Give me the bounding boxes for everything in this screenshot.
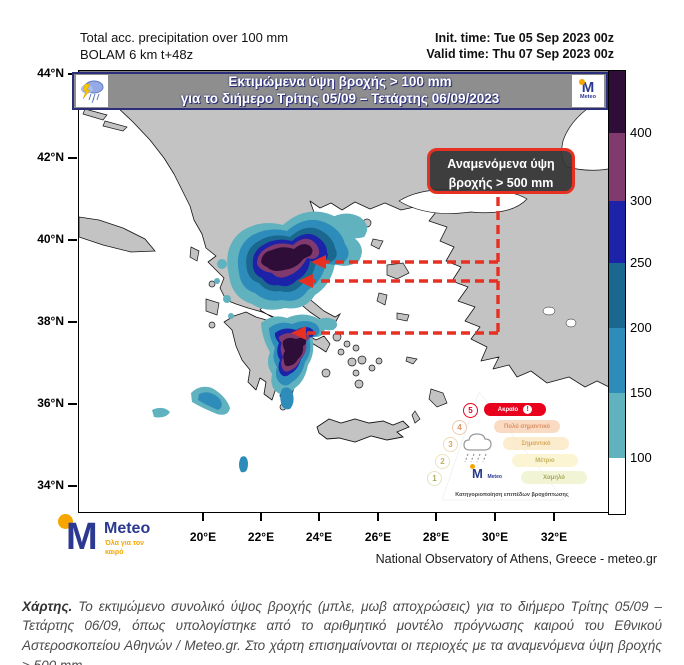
meteo-logo: M Meteo Όλα για τον καιρό bbox=[52, 512, 202, 570]
pyramid-level-4-pill: Πολύ σημαντικό bbox=[494, 420, 560, 433]
pyramid-level-2-pill: Μέτριο bbox=[512, 454, 578, 467]
lat-label-40: 40°N bbox=[37, 232, 64, 246]
meteo-m-icon: M bbox=[66, 516, 98, 558]
lon-label-26: 26°E bbox=[364, 530, 392, 544]
lat-label-36: 36°N bbox=[37, 396, 64, 410]
pyramid-level-1-num: 1 bbox=[427, 471, 442, 486]
pyramid-level-4-num: 4 bbox=[452, 420, 467, 435]
colorbar-label-200: 200 bbox=[630, 320, 652, 335]
product-line2: BOLAM 6 km t+48z bbox=[80, 46, 194, 62]
meteo-tagline: Όλα για τον καιρό bbox=[105, 540, 145, 557]
lon-label-22: 22°E bbox=[247, 530, 275, 544]
pyramid-level-5-num: 5 bbox=[463, 403, 478, 418]
colorbar-label-300: 300 bbox=[630, 193, 652, 208]
caption-lead: Χάρτης. bbox=[22, 598, 73, 614]
precip-ionian bbox=[152, 259, 248, 473]
meteo-wordmark-small: Meteo bbox=[580, 94, 596, 100]
product-line1: Total acc. precipitation over 100 mm bbox=[80, 30, 289, 45]
colorbar-seg-250-300 bbox=[609, 201, 625, 263]
map-title: Εκτιμώμενα ύψη βροχής > 100 mm για το δι… bbox=[110, 74, 570, 108]
colorbar-seg-below-100 bbox=[609, 458, 625, 514]
turkish-lake bbox=[542, 306, 556, 316]
attribution: National Observatory of Athens, Greece -… bbox=[375, 552, 657, 566]
precip-peloponnese bbox=[261, 314, 338, 410]
crete-island bbox=[316, 418, 410, 443]
lat-label-34: 34°N bbox=[37, 478, 64, 492]
lon-tick bbox=[494, 512, 496, 521]
colorbar-label-100: 100 bbox=[630, 450, 652, 465]
caption-body: Το εκτιμώμενο συνολικό ύψος βροχής (μπλε… bbox=[22, 598, 662, 665]
italy-heel bbox=[78, 216, 156, 253]
map-title-banner: Εκτιμώμενα ύψη βροχής > 100 mm για το δι… bbox=[72, 72, 608, 110]
lon-label-20: 20°E bbox=[189, 530, 217, 544]
callout-line1: Αναμενόμενα ύψη bbox=[447, 157, 555, 171]
lon-tick bbox=[202, 512, 204, 521]
precip-central-greece bbox=[227, 211, 368, 310]
lat-label-38: 38°N bbox=[37, 314, 64, 328]
colorbar-seg-300-400 bbox=[609, 133, 625, 201]
lon-label-24: 24°E bbox=[305, 530, 333, 544]
warning-pyramid: Ακραίο ! Πολύ σημαντικό Σημαντικό Μέτριο… bbox=[418, 388, 604, 506]
colorbar-label-400: 400 bbox=[630, 125, 652, 140]
lon-label-32: 32°E bbox=[540, 530, 568, 544]
lon-tick bbox=[318, 512, 320, 521]
pyramid-level-3-pill: Σημαντικό bbox=[503, 437, 569, 450]
run-times: Init. time: Tue 05 Sep 2023 00z Valid ti… bbox=[426, 30, 614, 63]
valid-time: Valid time: Thu 07 Sep 2023 00z bbox=[426, 47, 614, 62]
colorbar-seg-400plus bbox=[609, 71, 625, 133]
lat-label-42: 42°N bbox=[37, 150, 64, 164]
turkish-lake bbox=[565, 318, 577, 328]
callout-line2: βροχής > 500 mm bbox=[448, 176, 554, 191]
lat-tick bbox=[68, 157, 77, 159]
colorbar-seg-150-200 bbox=[609, 328, 625, 393]
lat-tick bbox=[68, 239, 77, 241]
meteo-dot-icon bbox=[578, 79, 585, 85]
rain-callout: Αναμενόμενα ύψη βροχής > 500 mm bbox=[427, 148, 575, 194]
rain-cloud-icon bbox=[463, 433, 492, 463]
storm-cloud-rain-icon bbox=[76, 75, 108, 107]
map-title-line2: για το διήμερο Τρίτης 05/09 – Τετάρτης 0… bbox=[180, 91, 500, 106]
colorbar-label-150: 150 bbox=[630, 385, 652, 400]
lon-tick bbox=[435, 512, 437, 521]
pyramid-level-3-num: 3 bbox=[443, 437, 458, 452]
colorbar-seg-100-150 bbox=[609, 393, 625, 458]
init-time: Init. time: Tue 05 Sep 2023 00z bbox=[434, 31, 614, 45]
meteo-dot-icon bbox=[58, 514, 73, 529]
exclamation-icon: ! bbox=[523, 405, 533, 414]
lat-tick bbox=[68, 403, 77, 405]
meteo-wordmark: Meteo bbox=[104, 520, 151, 537]
adriatic-islands bbox=[82, 108, 128, 132]
product-header: Total acc. precipitation over 100 mm BOL… bbox=[80, 30, 288, 64]
pyramid-level-5-pill: Ακραίο ! bbox=[484, 403, 546, 416]
precip-colorbar bbox=[608, 70, 626, 515]
annotation-arrows bbox=[300, 197, 500, 335]
figure-caption: Χάρτης. Το εκτιμώμενο συνολικό ύψος βροχ… bbox=[22, 597, 662, 665]
arrow-heads bbox=[291, 255, 326, 340]
lon-label-28: 28°E bbox=[422, 530, 450, 544]
lat-label-44: 44°N bbox=[37, 66, 64, 80]
pyramid-caption: Κατηγοριοποίηση επιπέδων βροχόπτωσης bbox=[455, 492, 569, 498]
colorbar-label-250: 250 bbox=[630, 255, 652, 270]
lon-tick bbox=[553, 512, 555, 521]
pyramid-level-2-num: 2 bbox=[435, 454, 450, 469]
lon-tick bbox=[260, 512, 262, 521]
lat-tick bbox=[68, 321, 77, 323]
lon-label-30: 30°E bbox=[481, 530, 509, 544]
colorbar-seg-200-250 bbox=[609, 263, 625, 328]
lat-tick bbox=[68, 485, 77, 487]
lon-tick bbox=[377, 512, 379, 521]
precipitation-map bbox=[78, 70, 614, 513]
meteo-m-logo-icon: M Meteo bbox=[470, 464, 502, 481]
meteo-m-logo-icon: M Meteo bbox=[572, 75, 604, 107]
pyramid-level-1-pill: Χαμηλό bbox=[521, 471, 587, 484]
map-title-line1: Εκτιμώμενα ύψη βροχής > 100 mm bbox=[228, 74, 452, 90]
